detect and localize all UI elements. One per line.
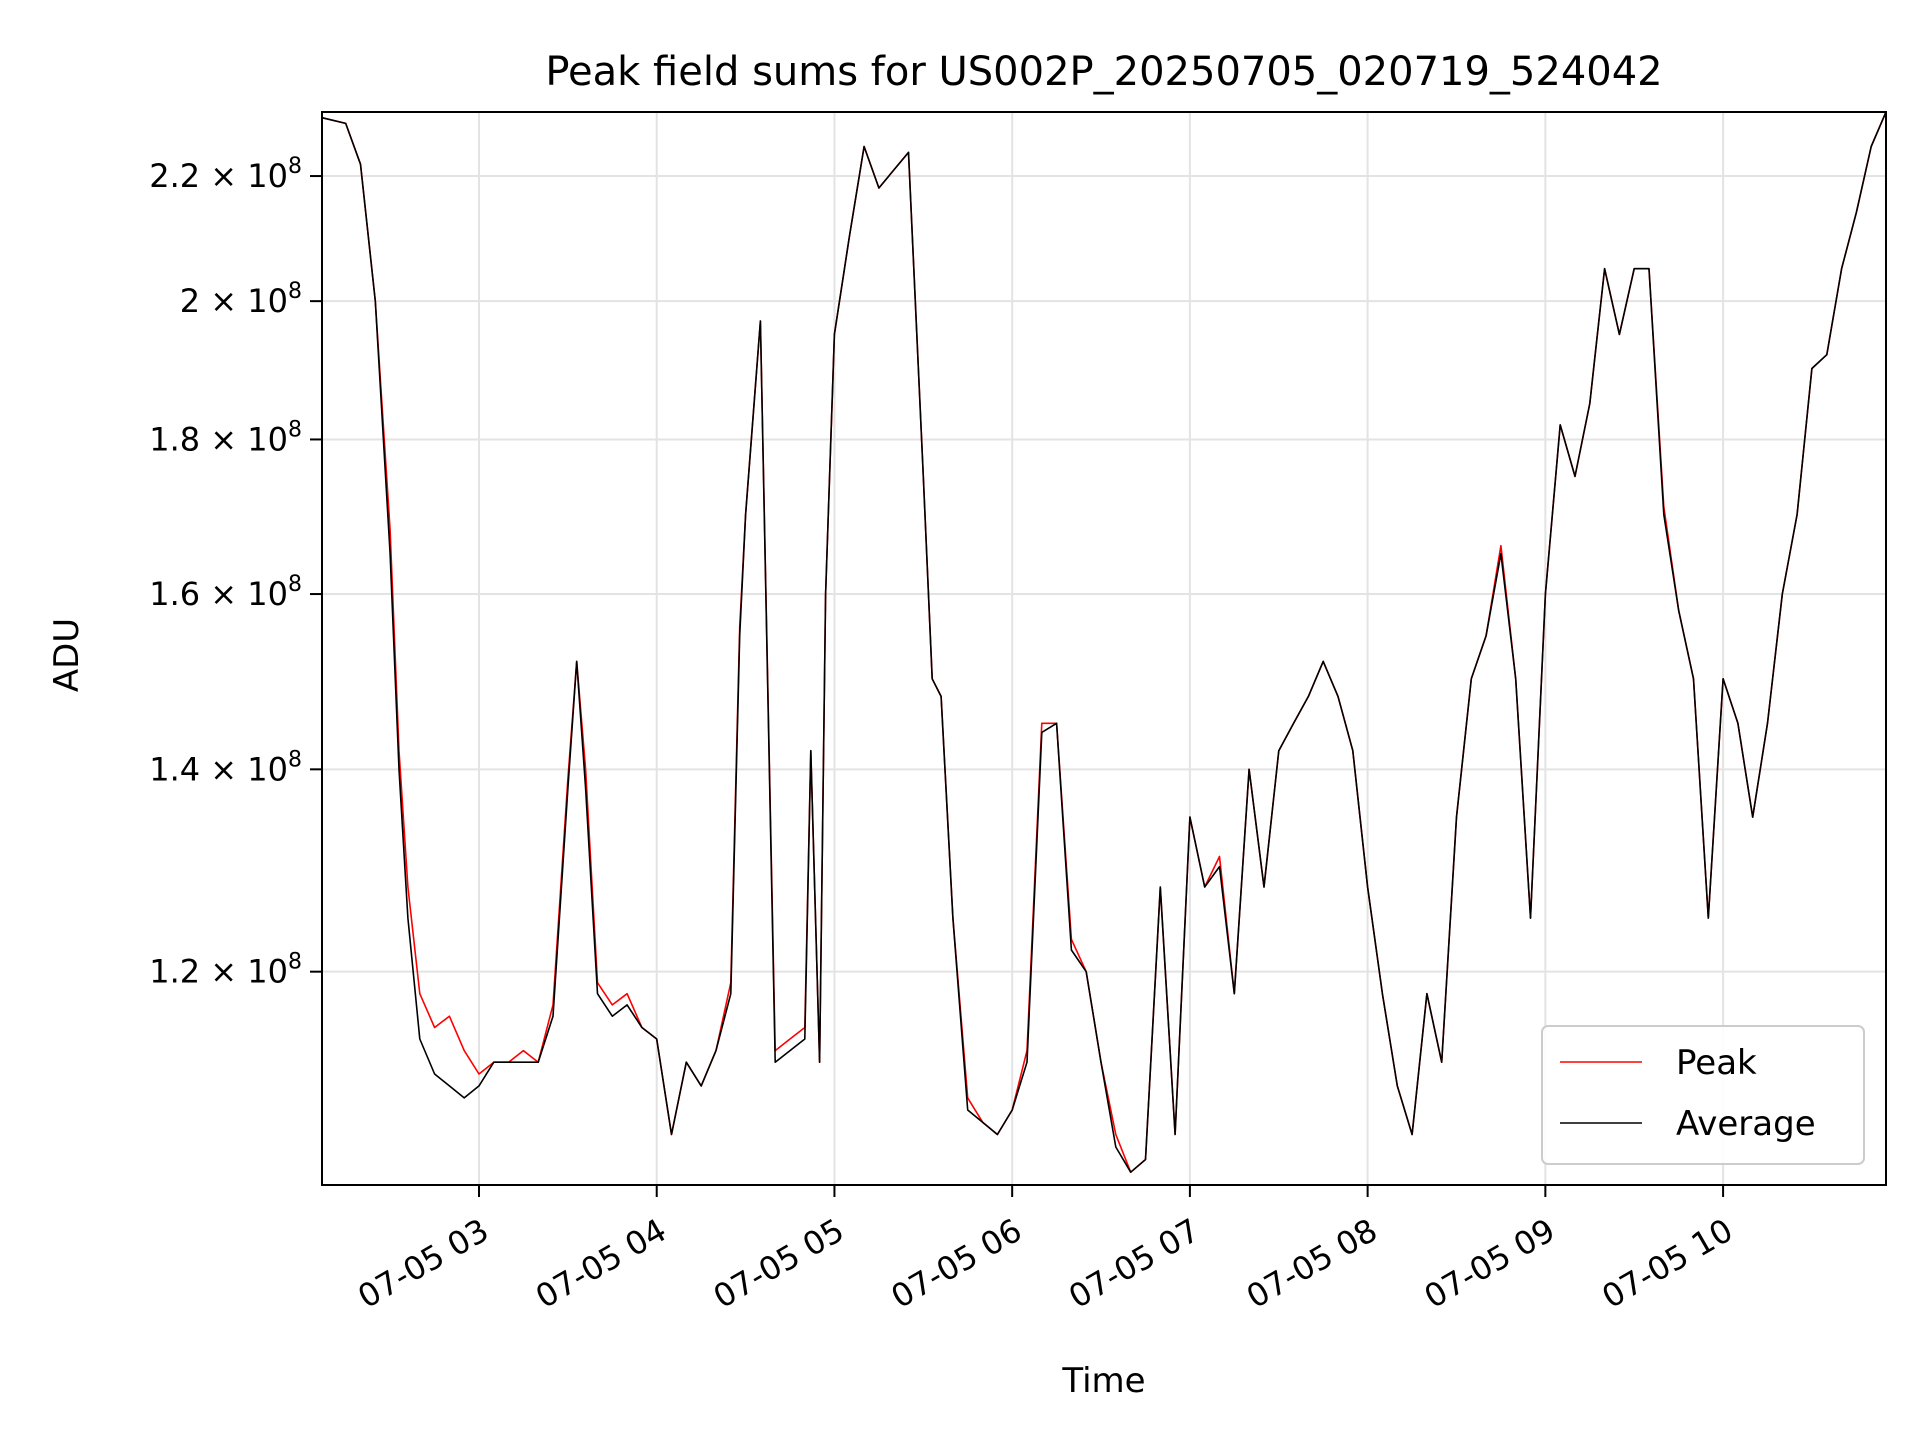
plot-frame xyxy=(321,111,1887,1186)
x-axis-label: Time xyxy=(1061,1361,1145,1401)
y-tick-label: 1.4 × 108 xyxy=(149,747,302,788)
y-axis-label: ADU xyxy=(47,618,87,692)
y-tick-label: 1.2 × 108 xyxy=(149,950,302,991)
y-tick-label: 1.6 × 108 xyxy=(149,572,302,613)
y-tick-label: 2 × 108 xyxy=(180,279,302,320)
legend: Peak Average xyxy=(1541,1025,1865,1165)
legend-box xyxy=(1541,1025,1865,1165)
legend-label-average: Average xyxy=(1676,1104,1816,1144)
grid-lines xyxy=(322,112,1886,1185)
y-axis-ticks: 1.2 × 108 1.4 × 108 1.6 × 108 1.8 × 108 2 × … xyxy=(149,154,322,991)
legend-label-peak: Peak xyxy=(1676,1043,1757,1083)
series-layer xyxy=(321,111,1887,1173)
chart-title: Peak field sums for US002P_20250705_0207… xyxy=(545,49,1662,95)
series-line-average xyxy=(321,111,1887,1173)
y-tick-label: 1.8 × 108 xyxy=(149,417,302,458)
y-tick-label: 2.2 × 108 xyxy=(149,154,302,195)
